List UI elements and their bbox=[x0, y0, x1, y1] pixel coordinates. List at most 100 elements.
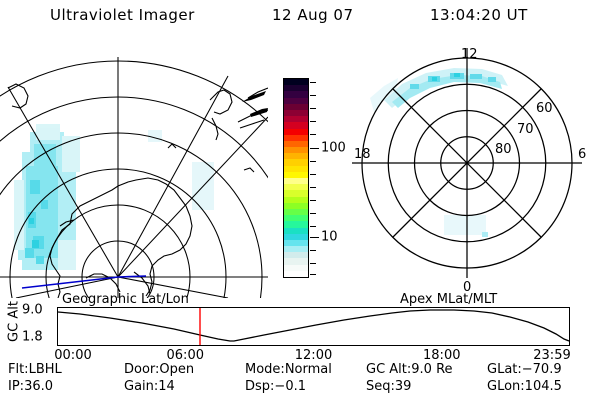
colorbar-minor-tick-7 bbox=[310, 187, 316, 188]
colorbar-minor-tick-5 bbox=[310, 161, 316, 162]
status-value: LBHL bbox=[28, 362, 62, 377]
status-value: 39 bbox=[394, 379, 412, 394]
status-key: GC Alt: bbox=[366, 362, 412, 377]
colorbar-major-tick-0 bbox=[310, 148, 319, 149]
colorbar-minor-tick-3 bbox=[310, 121, 316, 122]
colorbar-gradient-bands bbox=[284, 79, 308, 277]
colorbar-band-6 bbox=[284, 116, 308, 123]
colorbar-band-4 bbox=[284, 103, 308, 110]
status-gcalt: GC Alt: 9.0 Re bbox=[366, 362, 453, 377]
colorbar-tick-label-10: 10 bbox=[321, 229, 338, 245]
mlt-label-0: 0 bbox=[463, 280, 471, 295]
coastline-antarctica bbox=[49, 177, 193, 298]
geographic-map-svg bbox=[0, 57, 268, 298]
meridian-grid-left bbox=[0, 57, 268, 298]
colorbar-band-7 bbox=[284, 122, 308, 129]
status-door: Door: Open bbox=[124, 362, 194, 377]
status-key: GLat: bbox=[487, 362, 522, 377]
status-mode: Mode: Normal bbox=[245, 362, 332, 377]
colorbar-minor-tick-10 bbox=[310, 226, 316, 227]
status-key: Dsp: bbox=[245, 379, 275, 394]
status-value: −0.1 bbox=[274, 379, 306, 394]
colorbar-band-22 bbox=[284, 215, 308, 222]
colorbar-minor-tick-2 bbox=[310, 108, 316, 109]
status-value: Normal bbox=[284, 362, 332, 377]
colorbar-band-20 bbox=[284, 202, 308, 209]
mlt-label-6: 6 bbox=[578, 147, 586, 162]
colorbar-tick-label-100: 100 bbox=[321, 140, 346, 156]
mlat-label-60: 60 bbox=[536, 101, 553, 116]
colorbar-minor-tick-1 bbox=[310, 95, 316, 96]
colorbar-minor-tick-4 bbox=[310, 134, 316, 135]
colorbar-band-30 bbox=[284, 264, 308, 271]
solar-terminator-line bbox=[21, 276, 119, 289]
polar-labels: 12 6 0 18 60 70 80 bbox=[354, 47, 586, 295]
colorbar-minor-tick-0 bbox=[310, 82, 316, 83]
mlat-label-70: 70 bbox=[517, 122, 534, 137]
orbit-altitude-svg bbox=[58, 308, 569, 345]
mlt-label-18: 18 bbox=[354, 147, 371, 162]
instrument-title: Ultraviolet Imager bbox=[50, 6, 195, 24]
status-key: Door: bbox=[124, 362, 160, 377]
orbit-y-tick-9.0: 9.0 bbox=[22, 302, 43, 318]
status-value: −70.9 bbox=[521, 362, 562, 377]
colorbar-band-28 bbox=[284, 252, 308, 259]
colorbar-band-9 bbox=[284, 134, 308, 141]
orbit-altitude-plot[interactable]: GC Alt 9.0 1.8 00:00 06:00 12:00 18:00 23:59 bbox=[0, 301, 600, 363]
status-key: Gain: bbox=[124, 379, 159, 394]
colorbar-minor-tick-13 bbox=[310, 274, 316, 275]
altitude-trace bbox=[58, 309, 569, 342]
status-glat: GLat: −70.9 bbox=[487, 362, 562, 377]
colorbar-band-25 bbox=[284, 233, 308, 240]
colorbar-band-1 bbox=[284, 85, 308, 92]
colorbar-band-13 bbox=[284, 159, 308, 166]
colorbar-minor-tick-8 bbox=[310, 200, 316, 201]
caption-apex-map: Apex MLat/MLT bbox=[400, 292, 498, 307]
orbit-y-tick-1.8: 1.8 bbox=[22, 329, 43, 345]
status-key: Seq: bbox=[366, 379, 395, 394]
observation-time: 13:04:20 UT bbox=[430, 6, 528, 24]
colorbar-band-11 bbox=[284, 147, 308, 154]
colorbar-band-5 bbox=[284, 109, 308, 117]
colorbar-major-tick-1 bbox=[310, 237, 319, 238]
colorbar-band-29 bbox=[284, 258, 308, 265]
status-seq: Seq: 39 bbox=[366, 379, 411, 394]
colorbar-minor-tick-9 bbox=[310, 213, 316, 214]
caption-geographic-map: Geographic Lat/Lon bbox=[62, 292, 189, 307]
colorbar-band-19 bbox=[284, 196, 308, 203]
geographic-map-panel[interactable] bbox=[0, 40, 268, 298]
orbit-x-tick-0600: 06:00 bbox=[166, 348, 204, 363]
status-flt: Flt: LBHL bbox=[8, 362, 62, 377]
apex-polar-panel[interactable]: 12 6 0 18 60 70 80 bbox=[332, 40, 600, 298]
colorbar-minor-tick-11 bbox=[310, 250, 316, 251]
orbit-x-tick-1200: 12:00 bbox=[294, 348, 333, 363]
status-panel: Flt: LBHL Door: Open Mode: Normal GC Alt: 9… bbox=[0, 362, 600, 400]
header-bar: Ultraviolet Imager 12 Aug 07 13:04:20 UT bbox=[0, 6, 600, 32]
colorbar-band-24 bbox=[284, 227, 308, 234]
status-value: 104.5 bbox=[524, 379, 562, 394]
colorbar-swatch[interactable] bbox=[283, 78, 309, 278]
status-key: GLon: bbox=[487, 379, 525, 394]
colorbar-band-18 bbox=[284, 190, 308, 197]
colorbar-band-8 bbox=[284, 128, 308, 135]
colorbar-band-17 bbox=[284, 184, 308, 191]
colorbar-band-16 bbox=[284, 178, 308, 185]
colorbar-band-12 bbox=[284, 153, 308, 160]
orbit-x-tick-0000: 00:00 bbox=[54, 348, 92, 363]
observation-date: 12 Aug 07 bbox=[272, 6, 354, 24]
colorbar-band-27 bbox=[284, 246, 308, 253]
colorbar-minor-tick-6 bbox=[310, 174, 316, 175]
mlt-spokes bbox=[352, 48, 582, 278]
apex-polar-svg: 12 6 0 18 60 70 80 bbox=[352, 47, 586, 295]
colorbar-band-31 bbox=[284, 270, 308, 277]
colorbar-band-14 bbox=[284, 165, 308, 172]
status-value: Open bbox=[159, 362, 195, 377]
mlat-label-80: 80 bbox=[495, 142, 512, 157]
status-glon: GLon: 104.5 bbox=[487, 379, 562, 394]
orbit-plot-frame[interactable] bbox=[57, 307, 570, 346]
status-dsp: Dsp: −0.1 bbox=[245, 379, 306, 394]
colorbar-band-26 bbox=[284, 239, 308, 247]
status-key: Mode: bbox=[245, 362, 285, 377]
status-key: Flt: bbox=[8, 362, 29, 377]
